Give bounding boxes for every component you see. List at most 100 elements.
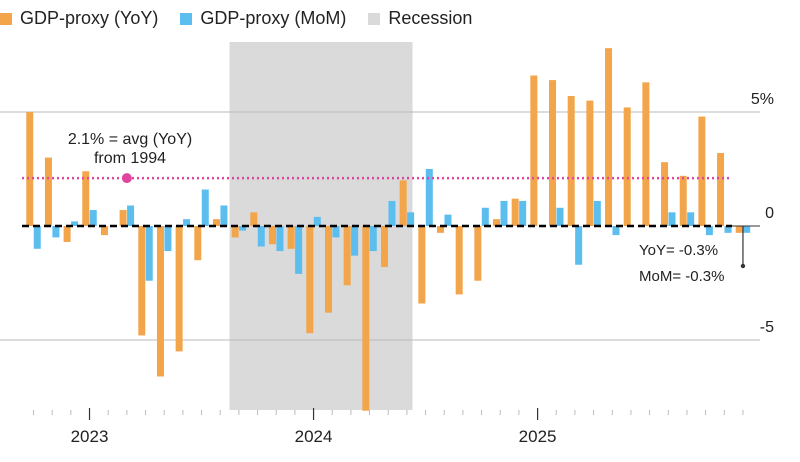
- mom-bar: [145, 226, 153, 281]
- grid-layer: [0, 111, 760, 341]
- yoy-bar: [212, 219, 220, 226]
- annotation-yoy: YoY= -0.3%: [639, 242, 718, 259]
- mom-bar: [220, 205, 228, 226]
- mom-bar: [313, 216, 321, 226]
- y-tick-label: -5: [760, 319, 774, 336]
- yoy-bar: [119, 210, 127, 226]
- legend-item-recession: Recession: [368, 8, 472, 29]
- yoy-bar: [455, 226, 463, 295]
- yoy-bar: [82, 171, 90, 226]
- legend-item-mom: GDP-proxy (MoM): [180, 8, 346, 29]
- yoy-bar: [679, 175, 687, 226]
- yoy-bar: [642, 82, 650, 226]
- yoy-bar: [194, 226, 202, 261]
- yoy-bar: [735, 226, 743, 233]
- mom-bar: [164, 226, 172, 252]
- average-label-line2: from 1994: [94, 150, 166, 167]
- mom-bar: [183, 219, 191, 226]
- mom-bar: [71, 221, 79, 226]
- yoy-bar: [661, 162, 669, 226]
- mom-bar: [556, 207, 564, 226]
- legend-label-yoy: GDP-proxy (YoY): [20, 8, 159, 28]
- yoy-bar: [399, 180, 407, 226]
- yoy-bar: [156, 226, 164, 377]
- yoy-bar: [26, 112, 34, 226]
- mom-bar: [89, 210, 97, 226]
- mom-bar: [388, 200, 396, 226]
- mom-bar: [687, 212, 695, 226]
- yoy-bar: [362, 226, 370, 411]
- yoy-bar: [306, 226, 314, 334]
- yoy-bar: [324, 226, 332, 313]
- yoy-bar: [511, 198, 519, 226]
- yoy-bar: [100, 226, 108, 236]
- legend-swatch-recession: [368, 12, 381, 25]
- mom-bar: [668, 212, 676, 226]
- mom-bar: [276, 226, 284, 252]
- bars-layer: [26, 48, 751, 411]
- mom-bar: [575, 226, 583, 265]
- mom-bar: [201, 189, 209, 226]
- yoy-bar: [268, 226, 276, 245]
- yoy-bar: [567, 96, 575, 226]
- yoy-bar: [138, 226, 146, 336]
- mom-bar: [481, 207, 489, 226]
- mom-bar: [295, 226, 303, 274]
- legend-swatch-yoy: [0, 12, 12, 25]
- yoy-bar: [44, 157, 52, 226]
- yoy-bar: [380, 226, 388, 268]
- mom-bar: [612, 226, 620, 236]
- overlay-layer: 2.1% = avg (YoY) from 1994 YoY= -0.3% MoM= …: [22, 131, 760, 285]
- legend-swatch-mom: [180, 12, 193, 25]
- annotation-dot: [740, 263, 746, 269]
- annotation-mom: MoM= -0.3%: [639, 268, 724, 285]
- mom-bar: [369, 226, 377, 252]
- x-tick-label: 2023: [71, 427, 109, 446]
- mom-bar: [407, 212, 415, 226]
- yoy-bar: [437, 226, 445, 233]
- mom-bar: [332, 226, 340, 238]
- legend: GDP-proxy (YoY) GDP-proxy (MoM) Recessio…: [0, 8, 494, 29]
- mom-bar: [500, 200, 508, 226]
- yoy-bar: [287, 226, 295, 249]
- yoy-bar: [418, 226, 426, 304]
- average-label-line1: 2.1% = avg (YoY): [68, 131, 192, 148]
- mom-bar: [444, 214, 452, 226]
- x-tick-label: 2025: [519, 427, 557, 446]
- average-marker: [121, 173, 132, 184]
- yoy-bar: [231, 226, 239, 238]
- mom-bar: [724, 226, 732, 233]
- yoy-bar: [474, 226, 482, 281]
- mom-bar: [351, 226, 359, 256]
- mom-bar: [52, 226, 60, 238]
- yoy-bar: [63, 226, 71, 242]
- yoy-bar: [493, 219, 501, 226]
- yoy-bar: [717, 153, 725, 226]
- mom-bar: [705, 226, 713, 236]
- mom-bar: [519, 200, 527, 226]
- yoy-bar: [343, 226, 351, 286]
- x-tick-label: 2024: [295, 427, 333, 446]
- yoy-bar: [623, 107, 631, 226]
- y-tick-label: 0: [765, 205, 774, 222]
- yoy-bar: [605, 48, 613, 226]
- yoy-bar: [586, 100, 594, 226]
- yoy-bar: [549, 80, 557, 226]
- axis-layer: 5% 0 -5 2023 2024 2025: [33, 91, 774, 446]
- yoy-bar: [530, 75, 538, 227]
- yoy-bar: [175, 226, 183, 352]
- legend-label-mom: GDP-proxy (MoM): [200, 8, 347, 28]
- mom-bar: [127, 205, 135, 226]
- mom-bar: [425, 169, 433, 226]
- mom-bar: [743, 226, 751, 233]
- mom-bar: [239, 226, 247, 231]
- mom-bar: [33, 226, 41, 249]
- y-tick-label: 5%: [751, 91, 774, 108]
- mom-bar: [257, 226, 265, 247]
- yoy-bar: [250, 212, 258, 226]
- legend-label-recession: Recession: [388, 8, 473, 28]
- yoy-bar: [698, 116, 706, 226]
- legend-item-yoy: GDP-proxy (YoY): [0, 8, 158, 29]
- mom-bar: [593, 200, 601, 226]
